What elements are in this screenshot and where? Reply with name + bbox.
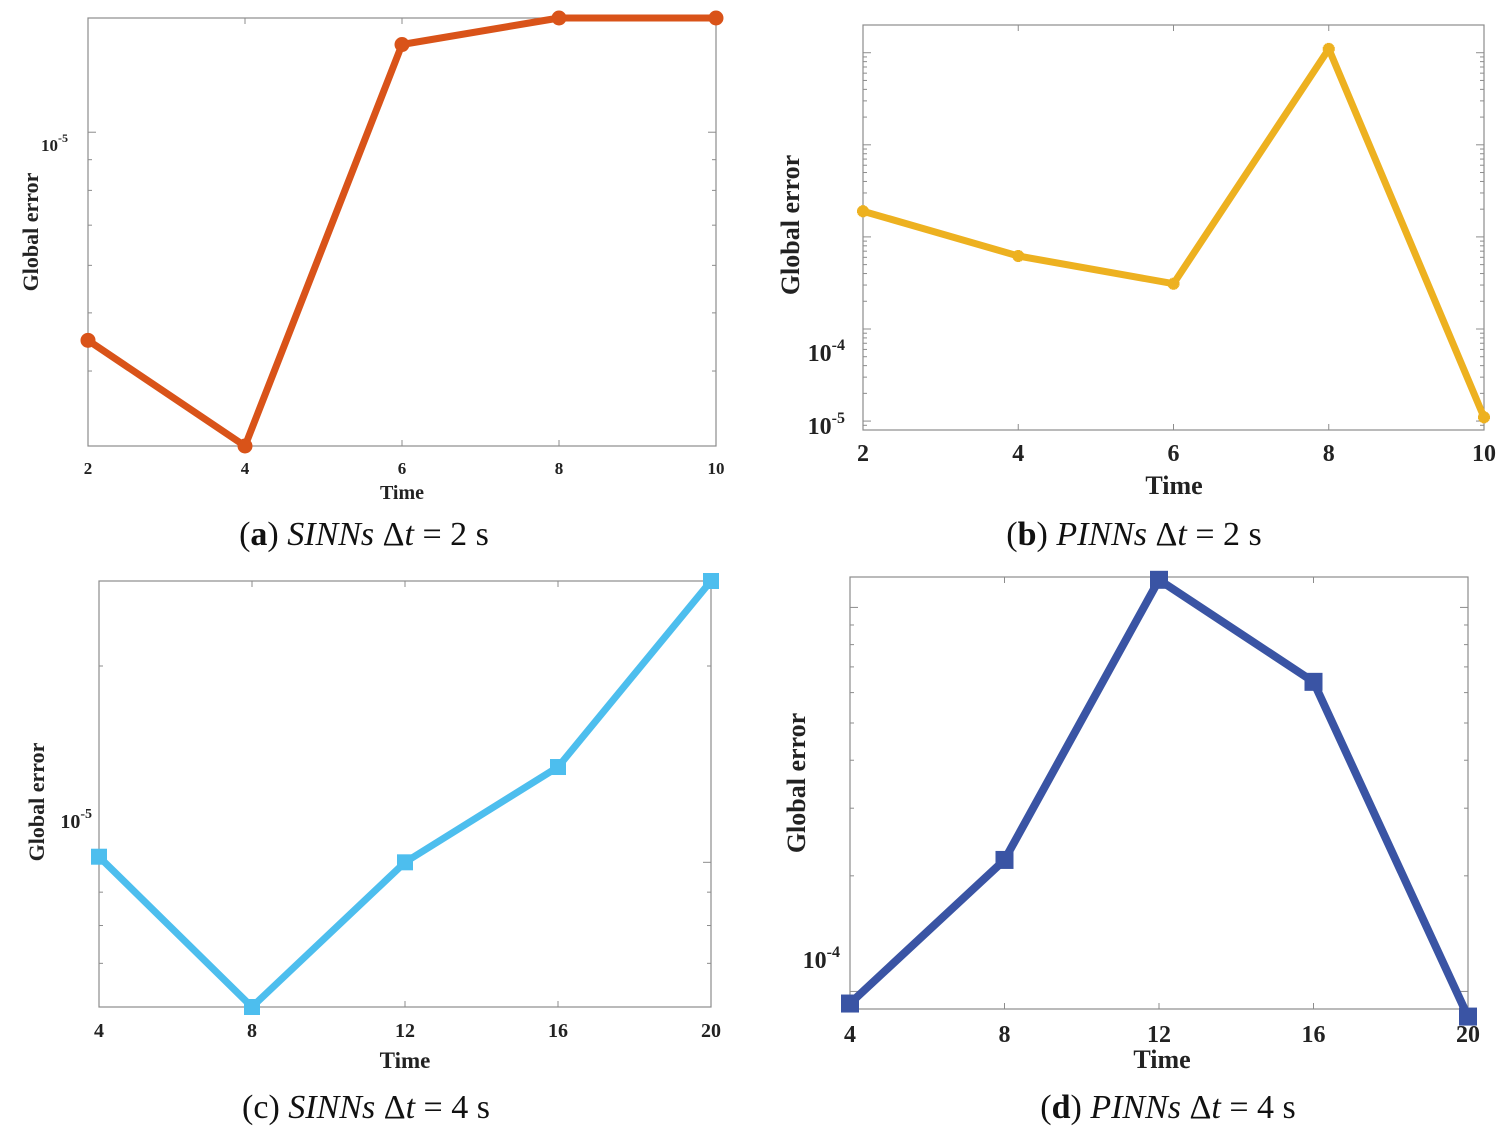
x-tick-label: 20 [701, 1020, 721, 1042]
data-point [1478, 411, 1490, 424]
data-markers [841, 570, 1477, 1026]
x-axis-label: Time [1145, 471, 1202, 500]
x-tick-label: 2 [84, 459, 93, 478]
data-point [550, 759, 566, 776]
y-ticks [88, 131, 716, 447]
data-markers [80, 10, 724, 454]
y-ticks [99, 665, 711, 1008]
data-point [841, 994, 859, 1013]
x-ticks [87, 18, 717, 446]
data-point [394, 37, 410, 53]
panel-d: Global error Time 10-4 4 8 12 16 20 (d) PINN… [782, 570, 1480, 1126]
data-point [995, 850, 1014, 869]
data-point [1459, 1007, 1477, 1026]
x-tick-label: 8 [555, 459, 564, 478]
x-axis-label: Time [380, 1048, 431, 1073]
data-markers [91, 573, 719, 1015]
panel-a: Global error Time 10-5 2 4 6 8 10 (a) SINNs … [18, 10, 725, 553]
y-axis-label: Global error [24, 742, 49, 861]
data-point [91, 848, 107, 865]
data-markers [857, 42, 1490, 424]
y-tick-label: 10-5 [60, 807, 92, 833]
data-point [703, 573, 719, 589]
x-tick-labels: 2 4 6 8 10 [857, 441, 1496, 467]
x-tick-label: 8 [1323, 441, 1335, 467]
x-ticks [862, 25, 1485, 430]
data-point [1150, 570, 1168, 589]
x-tick-label: 16 [1302, 1022, 1326, 1048]
data-point [397, 854, 413, 871]
panel-caption: (b) PINNs Δt = 2 s [1006, 516, 1262, 553]
x-tick-labels: 2 4 6 8 10 [84, 459, 725, 478]
data-point [1167, 277, 1180, 290]
data-point [857, 205, 869, 218]
y-tick-label: 10-5 [808, 410, 845, 440]
panel-caption: (c) SINNs Δt = 4 s [242, 1089, 490, 1126]
data-point [1012, 250, 1025, 263]
x-tick-label: 8 [247, 1020, 257, 1042]
panel-c: Global error Time 10-5 4 8 12 16 20 (c) SINN… [24, 573, 721, 1126]
x-tick-label: 20 [1456, 1022, 1480, 1048]
x-tick-label: 12 [395, 1020, 415, 1042]
y-axis-label: Global error [782, 713, 811, 853]
axes-box [849, 576, 1469, 1010]
y-axis-label: Global error [776, 155, 805, 295]
series-line [847, 575, 1472, 1019]
x-tick-label: 12 [1147, 1022, 1171, 1048]
x-tick-label: 4 [844, 1022, 856, 1048]
x-tick-labels: 4 8 12 16 20 [94, 1020, 721, 1042]
x-ticks [849, 577, 1469, 1009]
x-tick-label: 4 [1012, 441, 1024, 467]
data-point [551, 10, 567, 26]
axes-box [862, 24, 1485, 431]
axes-box [87, 17, 717, 447]
x-tick-label: 16 [548, 1020, 568, 1042]
y-tick-label: 10-4 [803, 944, 840, 974]
y-axis-label: Global error [18, 172, 43, 291]
panel-caption: (d) PINNs Δt = 4 s [1040, 1089, 1296, 1126]
data-point [80, 332, 96, 348]
x-axis-label: Time [1133, 1045, 1190, 1074]
data-point [708, 10, 724, 26]
x-tick-label: 6 [398, 459, 407, 478]
series-line [96, 578, 714, 1011]
y-tick-label: 10-5 [41, 131, 68, 155]
x-tick-label: 10 [1472, 441, 1496, 467]
data-point [1304, 672, 1323, 691]
y-ticks [863, 24, 1484, 431]
x-tick-label: 10 [708, 459, 725, 478]
series-line [86, 14, 716, 450]
data-point [244, 999, 260, 1015]
panel-caption: (a) SINNs Δt = 2 s [239, 516, 489, 553]
series-line [862, 45, 1488, 419]
x-tick-label: 2 [857, 441, 869, 467]
x-tick-label: 8 [999, 1022, 1011, 1048]
x-axis-label: Time [380, 482, 424, 504]
y-tick-label: 10-4 [808, 337, 845, 367]
data-point [1322, 42, 1335, 55]
x-tick-label: 4 [241, 459, 250, 478]
x-tick-label: 6 [1168, 441, 1180, 467]
x-tick-label: 4 [94, 1020, 104, 1042]
panel-b: Global error Time 10-4 10-5 2 4 6 8 10 (b) P… [776, 24, 1496, 553]
x-tick-labels: 4 8 12 16 20 [844, 1022, 1480, 1048]
data-point [237, 438, 253, 454]
